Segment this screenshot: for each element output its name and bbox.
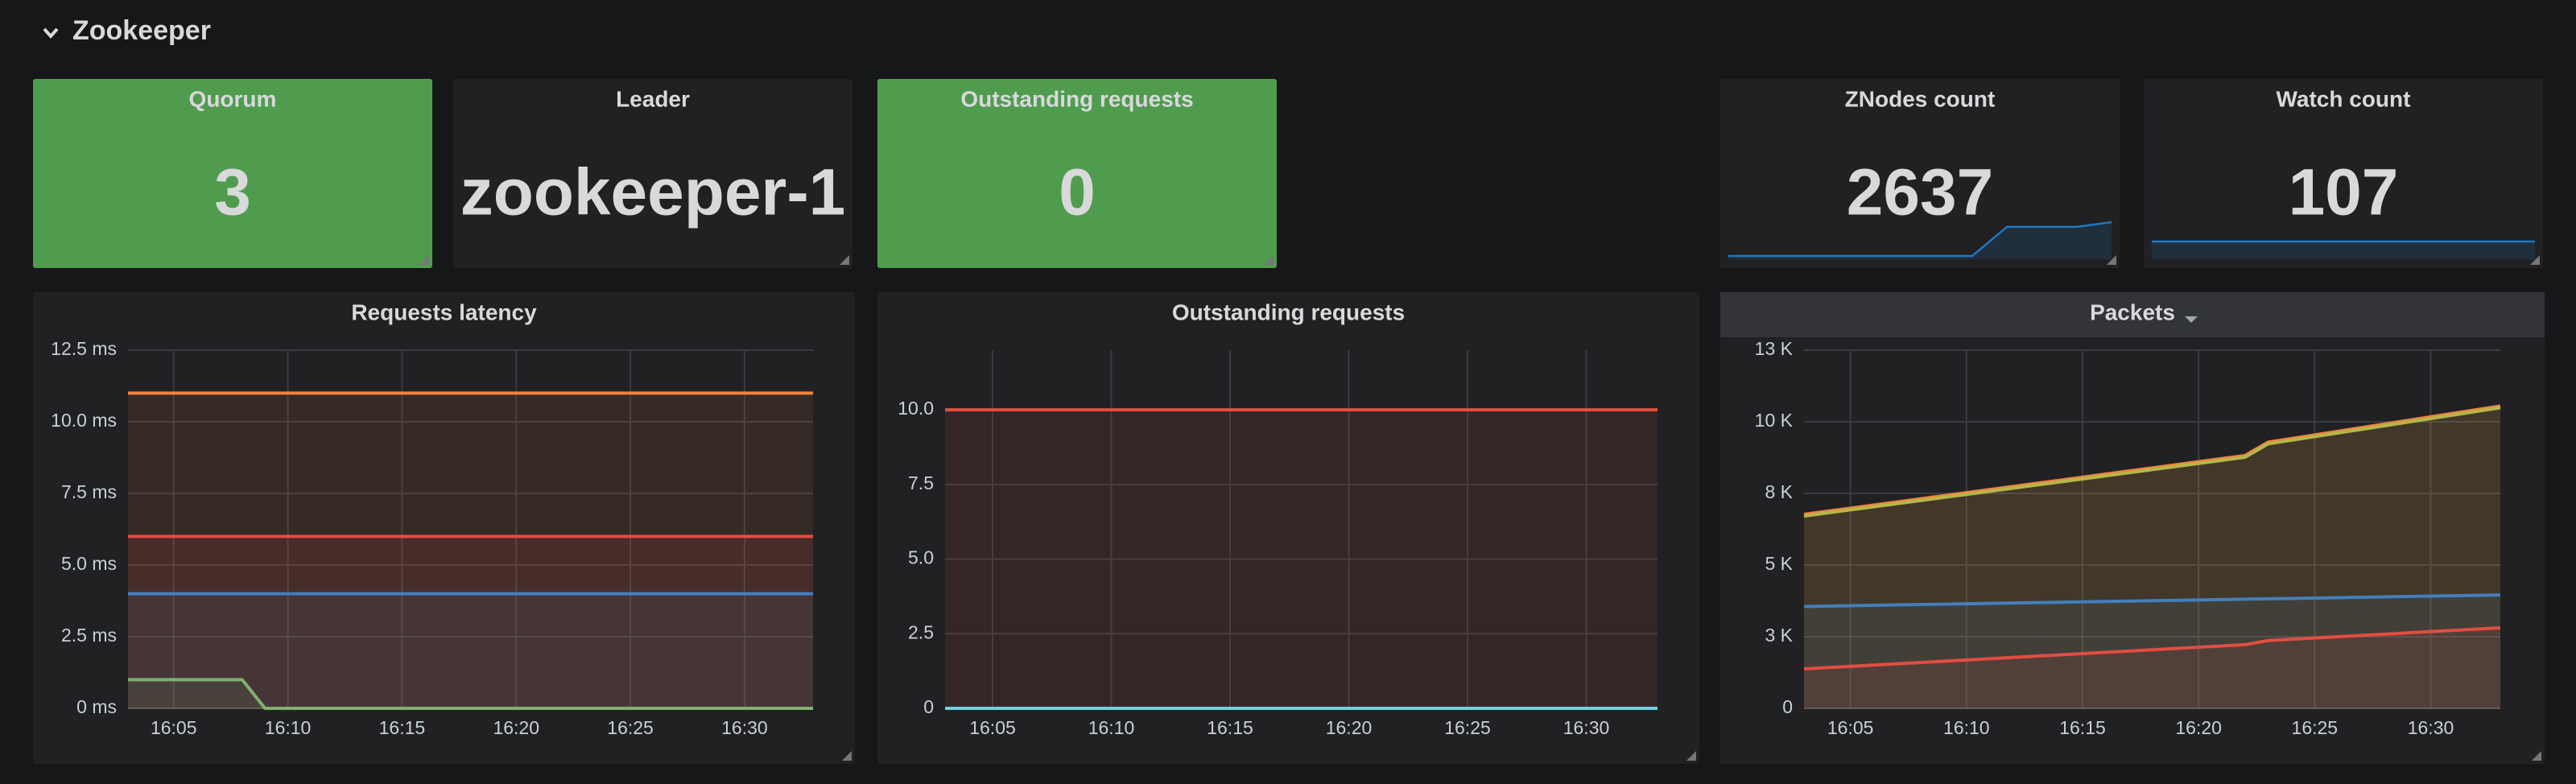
resize-handle[interactable] xyxy=(842,751,852,761)
row-title[interactable]: Zookeeper xyxy=(72,15,211,46)
series-line xyxy=(128,678,813,710)
resize-handle[interactable] xyxy=(2532,751,2541,761)
stat-value: 107 xyxy=(2289,156,2399,229)
panel-title: ZNodes count xyxy=(1845,86,1996,111)
x-tick-label: 16:30 xyxy=(1563,717,1610,738)
x-tick-label: 16:10 xyxy=(1088,717,1135,738)
y-tick-label: 10.0 ms xyxy=(51,410,117,431)
series-area xyxy=(945,410,1657,708)
y-tick-label: 10 K xyxy=(1755,410,1794,431)
resize-handle[interactable] xyxy=(419,255,429,265)
resize-handle[interactable] xyxy=(1264,255,1274,265)
panel-title: Leader xyxy=(616,86,690,111)
panel-title[interactable]: Requests latency xyxy=(351,299,537,324)
y-tick-label: 3 K xyxy=(1765,625,1793,646)
x-tick-label: 16:25 xyxy=(1444,717,1491,738)
graph-panel xyxy=(1720,292,2545,764)
x-tick-label: 16:25 xyxy=(607,717,654,738)
y-tick-label: 5 K xyxy=(1765,553,1793,574)
x-tick-label: 16:15 xyxy=(379,717,426,738)
y-tick-label: 2.5 ms xyxy=(61,625,117,646)
x-tick-label: 16:15 xyxy=(2059,717,2106,738)
stat-panel xyxy=(453,79,852,268)
series-area xyxy=(1804,407,2500,708)
resize-handle[interactable] xyxy=(2107,255,2116,265)
stat-panel xyxy=(877,79,1277,268)
stat-value: 3 xyxy=(214,156,251,229)
y-tick-label: 7.5 xyxy=(908,472,934,493)
x-tick-label: 16:30 xyxy=(2408,717,2454,738)
stat-panel xyxy=(1720,79,2120,268)
series-area xyxy=(1804,595,2500,708)
stat-value: zookeeper-1 xyxy=(460,156,846,229)
panel-title[interactable]: Packets xyxy=(2090,299,2175,324)
panel-title[interactable]: Outstanding requests xyxy=(1172,299,1405,324)
y-tick-label: 0 ms xyxy=(76,696,117,717)
y-tick-label: 12.5 ms xyxy=(51,338,117,359)
y-tick-label: 5.0 ms xyxy=(61,553,117,574)
x-tick-label: 16:05 xyxy=(151,717,197,738)
sparkline-area xyxy=(1728,222,2112,259)
series-area xyxy=(128,679,813,708)
y-tick-label: 0 xyxy=(923,696,934,717)
panel-header-hover xyxy=(1720,292,2545,337)
y-tick-label: 2.5 xyxy=(908,621,934,642)
sparkline-area xyxy=(2152,241,2535,259)
series-area xyxy=(128,536,813,708)
series-area xyxy=(1804,406,2500,708)
x-tick-label: 16:10 xyxy=(265,717,312,738)
stat-value: 0 xyxy=(1059,156,1096,229)
panel-title: Quorum xyxy=(189,86,277,111)
y-tick-label: 5.0 xyxy=(908,547,934,568)
x-tick-label: 16:20 xyxy=(1326,717,1373,738)
series-line xyxy=(1803,593,2501,609)
y-tick-label: 8 K xyxy=(1765,481,1793,502)
stat-value: 2637 xyxy=(1847,156,1993,229)
y-tick-label: 0 xyxy=(1782,696,1793,717)
y-tick-label: 10.0 xyxy=(898,398,934,419)
y-tick-label: 7.5 ms xyxy=(61,481,117,502)
series-line xyxy=(1803,625,2501,671)
sparkline xyxy=(1728,221,2112,258)
series-line xyxy=(1803,406,2501,518)
resize-handle[interactable] xyxy=(2530,255,2540,265)
y-tick-label: 13 K xyxy=(1755,338,1794,359)
panel-title: Outstanding requests xyxy=(960,86,1193,111)
x-tick-label: 16:20 xyxy=(2175,717,2222,738)
series-area xyxy=(128,393,813,708)
stat-panel xyxy=(2144,79,2543,268)
graph-panel xyxy=(33,292,855,764)
series-area xyxy=(128,593,813,708)
x-tick-label: 16:20 xyxy=(493,717,539,738)
stat-panel xyxy=(33,79,432,268)
x-tick-label: 16:30 xyxy=(721,717,768,738)
series-area xyxy=(1804,627,2500,708)
resize-handle[interactable] xyxy=(840,255,849,265)
resize-handle[interactable] xyxy=(1686,751,1696,761)
collapse-chevron[interactable] xyxy=(43,27,59,39)
x-tick-label: 16:05 xyxy=(969,717,1016,738)
panel-menu-caret[interactable] xyxy=(2184,316,2198,323)
x-tick-label: 16:25 xyxy=(2292,717,2339,738)
panel-title: Watch count xyxy=(2277,86,2411,111)
x-tick-label: 16:05 xyxy=(1827,717,1874,738)
x-tick-label: 16:15 xyxy=(1207,717,1253,738)
x-tick-label: 16:10 xyxy=(1943,717,1990,738)
series-line xyxy=(1803,404,2501,516)
